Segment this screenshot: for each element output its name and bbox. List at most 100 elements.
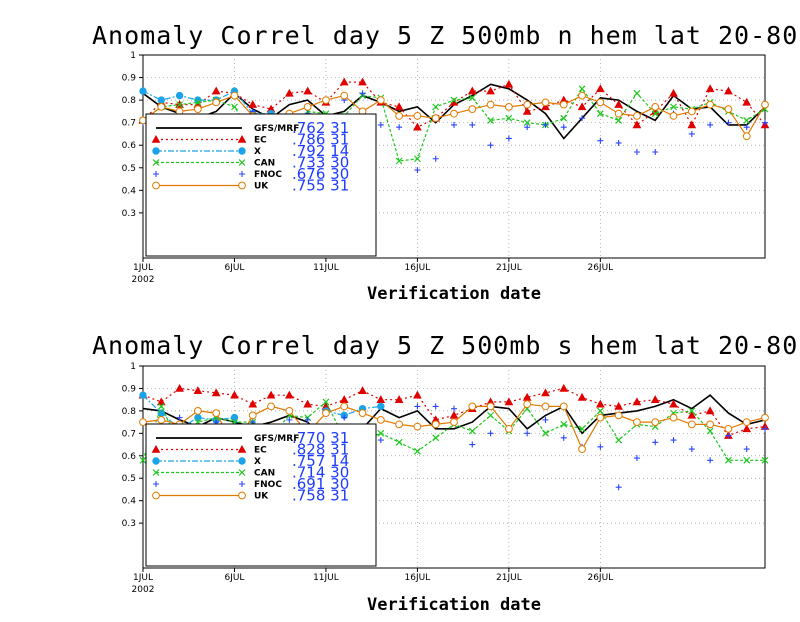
data-point	[597, 443, 604, 450]
chart-title: Anomaly Correl day 5 Z 500mb n hem lat 2…	[92, 21, 798, 50]
legend-marker	[152, 457, 160, 465]
data-point	[523, 119, 531, 127]
data-point	[743, 124, 750, 131]
data-point	[431, 420, 440, 429]
legend: GFS/MRF.762 31 EC .786 31 X .792 14 CAN .733 3…	[145, 113, 377, 257]
legend-score: .762 31	[292, 119, 349, 137]
legend-label: CAN	[254, 159, 275, 169]
legend-label: CAN	[254, 469, 275, 479]
data-point	[395, 112, 404, 120]
y-tick-label: 0.8	[122, 96, 137, 106]
data-point	[304, 416, 311, 423]
x-tick-label: 16JUL	[405, 263, 431, 273]
legend-score: .758 31	[292, 487, 349, 505]
data-point	[652, 439, 659, 446]
data-point	[743, 116, 751, 124]
data-point	[376, 395, 386, 403]
data-point	[615, 116, 623, 124]
legend-marker	[151, 134, 161, 143]
legend-marker	[239, 481, 245, 487]
data-point	[742, 418, 751, 427]
data-point	[286, 416, 293, 423]
y-tick-label: 0.6	[122, 141, 137, 151]
data-point	[705, 406, 715, 415]
data-point	[504, 424, 513, 433]
legend-marker	[238, 181, 246, 190]
data-point	[651, 110, 659, 118]
data-point	[706, 427, 714, 435]
data-point	[394, 102, 404, 111]
y-tick-label: 0.3	[122, 519, 136, 529]
legend-marker	[152, 147, 160, 155]
chart-title: Anomaly Correl day 5 Z 500mb s hem lat 2…	[92, 331, 798, 360]
data-point	[705, 84, 715, 93]
data-point	[157, 102, 166, 111]
data-point	[449, 410, 459, 419]
x-tick-label: 1JUL	[133, 263, 153, 273]
x-axis-label: Verification date	[367, 595, 541, 615]
data-point	[578, 425, 586, 433]
x-tick-label: 1JUL	[133, 573, 153, 583]
data-point	[614, 109, 623, 118]
data-point	[614, 411, 623, 420]
data-point	[139, 391, 147, 399]
y-tick-label: 0.7	[122, 429, 136, 439]
x-tick-label: 6JUL	[224, 573, 244, 583]
data-point	[707, 121, 714, 128]
data-point	[542, 416, 549, 423]
legend-marker	[238, 469, 246, 476]
data-point	[248, 399, 258, 408]
data-point	[358, 386, 367, 394]
series-line	[142, 90, 272, 115]
data-point	[577, 392, 587, 401]
legend-score: .733 30	[292, 154, 349, 172]
data-point	[707, 457, 714, 464]
legend-marker	[153, 481, 159, 487]
legend-label: GFS/MRF	[254, 124, 299, 134]
data-point	[633, 418, 641, 427]
legend-marker	[237, 444, 247, 453]
data-point	[377, 402, 385, 411]
data-point	[559, 402, 568, 411]
data-point	[176, 101, 184, 109]
data-point	[541, 402, 550, 411]
legend-label: UK	[254, 492, 269, 502]
y-tick-label: 0.9	[122, 384, 137, 394]
data-point	[523, 400, 532, 409]
chart-panel-2: Anomaly Correl day 5 Z 500mb s hem lat 2…	[92, 331, 798, 615]
data-point	[743, 456, 751, 464]
data-point	[724, 86, 733, 95]
x-tick-label: 21JUL	[496, 263, 522, 273]
data-point	[725, 119, 732, 126]
data-point	[687, 120, 697, 129]
data-point	[578, 85, 586, 93]
data-point	[688, 446, 695, 453]
data-point	[414, 167, 421, 174]
data-point	[413, 112, 422, 120]
data-point	[376, 415, 385, 424]
legend-score: .786 31	[292, 131, 349, 149]
legend-label: GFS/MRF	[254, 434, 299, 444]
data-point	[524, 124, 531, 131]
legend-label: UK	[254, 182, 269, 192]
data-point	[761, 456, 769, 464]
data-point	[633, 89, 641, 97]
data-point	[341, 414, 348, 421]
data-point	[450, 109, 458, 118]
data-point	[633, 148, 640, 155]
data-point	[451, 405, 457, 412]
data-point	[193, 406, 202, 415]
legend-marker	[151, 444, 161, 453]
legend-label: X	[254, 147, 261, 157]
data-point	[706, 100, 715, 109]
data-point	[231, 103, 238, 111]
data-point	[688, 407, 696, 415]
data-point	[395, 420, 404, 429]
legend-score: .755 31	[292, 177, 349, 195]
data-point	[578, 91, 586, 100]
data-point	[487, 142, 494, 149]
data-point	[688, 130, 695, 137]
data-point	[194, 98, 202, 106]
data-point	[394, 395, 404, 403]
data-point	[468, 402, 477, 411]
